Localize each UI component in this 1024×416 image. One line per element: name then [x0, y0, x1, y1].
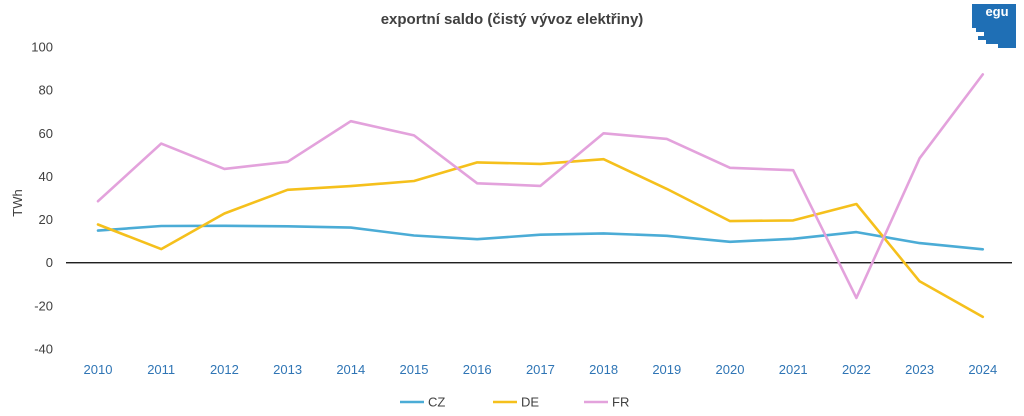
y-tick-label: 80: [39, 83, 53, 98]
x-tick-label: 2012: [210, 362, 239, 377]
legend-item-cz: CZ: [400, 395, 445, 410]
x-tick-label: 2014: [336, 362, 365, 377]
egu-logo-text: egu: [985, 4, 1008, 19]
x-tick-label: 2023: [905, 362, 934, 377]
y-tick-label: 0: [46, 255, 53, 270]
x-axis-ticks: 2010 2011 2012 2013 2014 2015 2016 2017 2018 2019…: [84, 362, 998, 377]
legend: CZ DE FR: [400, 395, 629, 410]
x-tick-label: 2019: [652, 362, 681, 377]
x-tick-label: 2010: [84, 362, 113, 377]
egu-logo: egu: [972, 4, 1016, 48]
x-tick-label: 2017: [526, 362, 555, 377]
x-tick-label: 2022: [842, 362, 871, 377]
chart-title: exportní saldo (čistý vývoz elektřiny): [381, 11, 644, 28]
x-tick-label: 2018: [589, 362, 618, 377]
legend-label: FR: [612, 395, 629, 410]
y-tick-label: 20: [39, 212, 53, 227]
y-axis-ticks: -40 -20 0 20 40 60 80 100: [31, 40, 53, 357]
x-tick-label: 2020: [716, 362, 745, 377]
y-axis-label: TWh: [10, 189, 25, 216]
y-tick-label: 40: [39, 169, 53, 184]
egu-logo-mark: [972, 4, 1016, 48]
y-tick-label: -20: [34, 298, 53, 313]
series-line-fr: [96, 73, 985, 300]
y-tick-label: 100: [31, 40, 53, 55]
x-tick-label: 2024: [968, 362, 997, 377]
x-tick-label: 2011: [147, 362, 175, 377]
series-line-cz: [96, 224, 985, 251]
legend-item-de: DE: [493, 395, 539, 410]
x-tick-label: 2016: [463, 362, 492, 377]
x-tick-label: 2021: [779, 362, 808, 377]
series-line-de: [96, 157, 985, 319]
y-tick-label: -40: [34, 342, 53, 357]
legend-label: CZ: [428, 395, 445, 410]
x-tick-label: 2013: [273, 362, 302, 377]
legend-item-fr: FR: [584, 395, 629, 410]
y-tick-label: 60: [39, 126, 53, 141]
series-lines: [96, 73, 985, 319]
legend-label: DE: [521, 395, 539, 410]
x-tick-label: 2015: [400, 362, 429, 377]
